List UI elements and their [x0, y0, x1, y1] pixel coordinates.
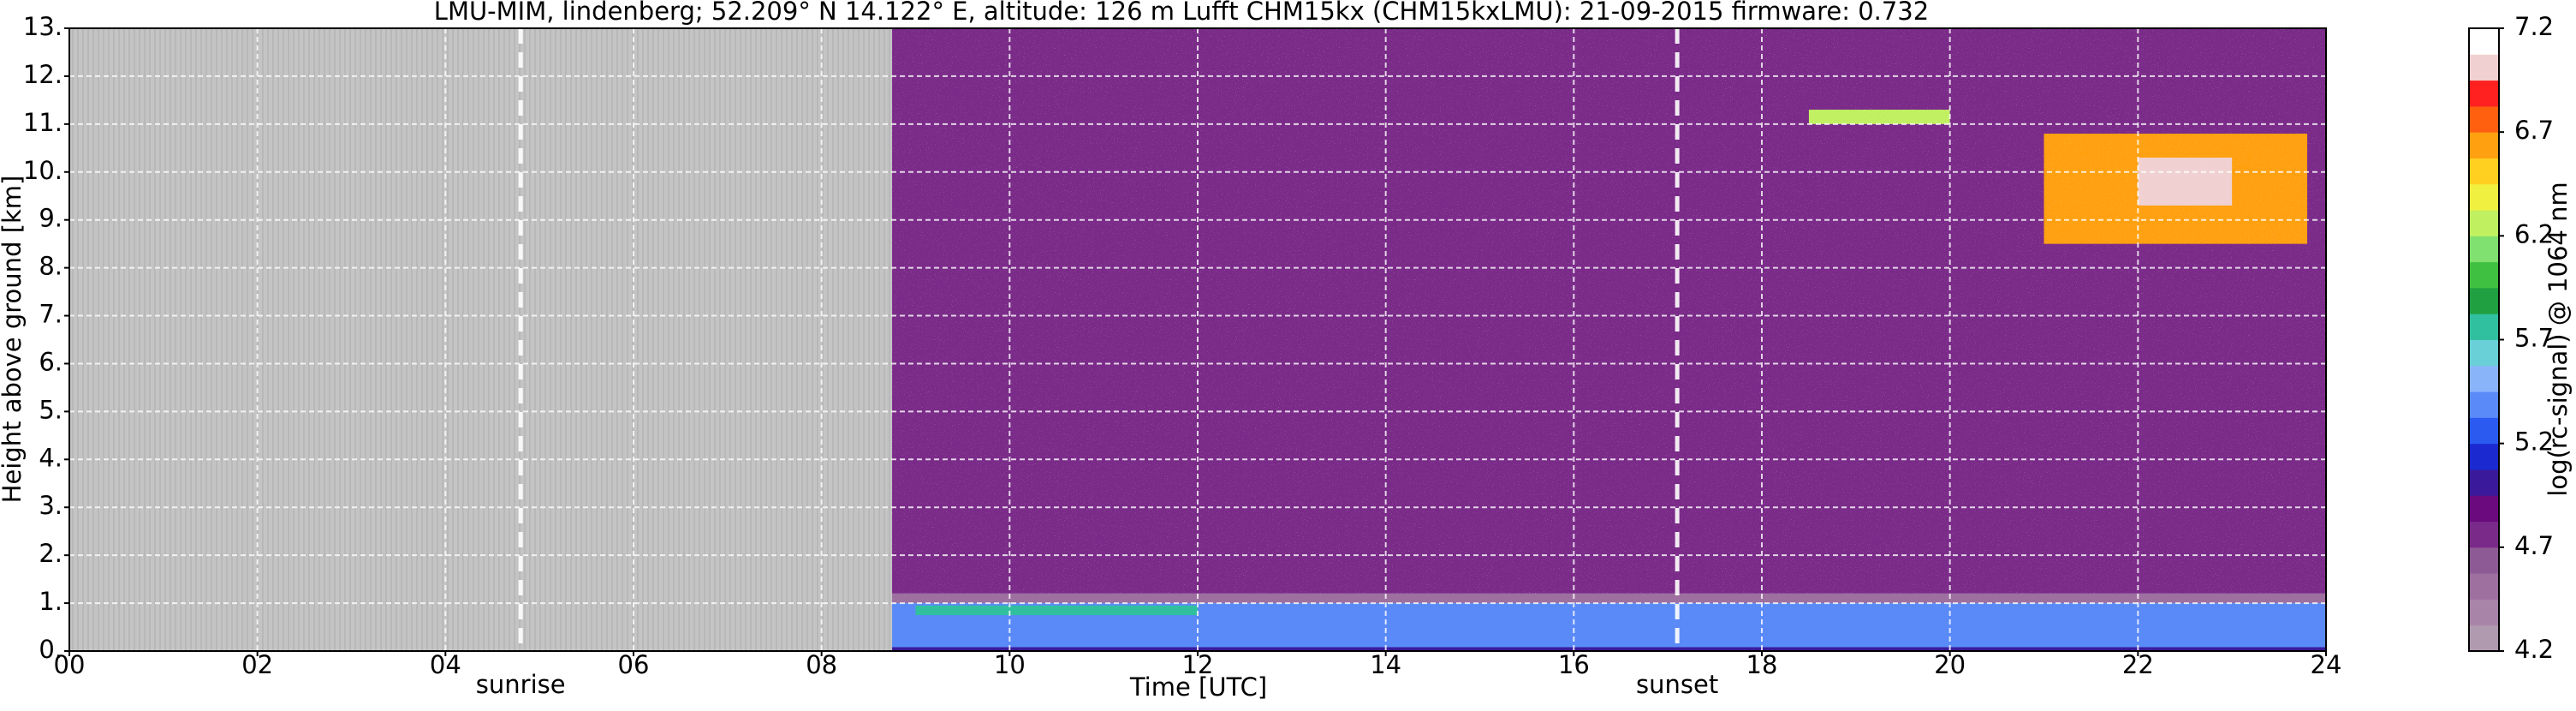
colorbar-segment: [2469, 54, 2499, 81]
colorbar-segment: [2469, 287, 2499, 314]
y-tick-label: 9.: [39, 204, 62, 233]
colorbar-segment: [2469, 105, 2499, 133]
y-tick-label: 4.: [39, 443, 62, 472]
colorbar-segment: [2469, 132, 2499, 158]
y-tick-label: 7.: [39, 300, 62, 329]
colorbar-segment: [2469, 469, 2499, 496]
y-axis-label: Height above ground [km]: [0, 176, 27, 504]
y-tick-label: 12.: [23, 60, 62, 89]
colorbar-tick-label: 4.2: [2514, 635, 2554, 664]
colorbar-segment: [2469, 547, 2499, 574]
colorbar-segment: [2469, 521, 2499, 548]
colorbar-segment: [2469, 624, 2499, 652]
y-tick-label: 10.: [23, 156, 62, 185]
y-tick-label: 1.: [39, 587, 62, 616]
colorbar-segment: [2469, 158, 2499, 185]
event-label: sunset: [1636, 670, 1718, 699]
colorbar-segment: [2469, 573, 2499, 600]
signal-region: [915, 605, 1198, 616]
x-axis-label: Time [UTC]: [1129, 672, 1267, 702]
no-data-region: [69, 28, 893, 651]
y-tick-label: 11.: [23, 108, 62, 137]
colorbar-tick-label: 6.2: [2514, 219, 2554, 248]
y-tick-label: 6.: [39, 347, 62, 376]
colorbar-tick-label: 5.7: [2514, 324, 2554, 353]
colorbar-segment: [2469, 495, 2499, 523]
y-tick-label: 0.: [39, 635, 62, 664]
y-tick-label: 13.: [23, 12, 62, 41]
y-tick-label: 2.: [39, 539, 62, 568]
colorbar-segment: [2469, 339, 2499, 367]
plot-frame: [68, 27, 2327, 652]
colorbar-segment: [2469, 314, 2499, 340]
y-tick-label: 5.: [39, 395, 62, 424]
colorbar-segment: [2469, 391, 2499, 418]
colorbar-segment: [2469, 28, 2499, 55]
colorbar-segment: [2469, 417, 2499, 445]
chart-title: LMU-MIM, lindenberg; 52.209° N 14.122° E…: [434, 0, 1929, 26]
event-label: sunrise: [476, 670, 566, 699]
colorbar-label: log(rc-signal) @ 1064 nm: [2543, 182, 2573, 496]
signal-region: [892, 593, 2326, 604]
y-tick-label: 8.: [39, 252, 62, 281]
y-tick-label: 3.: [39, 491, 62, 520]
colorbar-segment: [2469, 599, 2499, 626]
colorbar-segment: [2469, 236, 2499, 263]
colorbar-segment: [2469, 365, 2499, 392]
colorbar-segment: [2469, 183, 2499, 211]
colorbar-tick-label: 4.7: [2514, 531, 2554, 560]
signal-region: [892, 647, 2326, 651]
colorbar-tick-label: 6.7: [2514, 116, 2554, 145]
colorbar-tick-label: 5.2: [2514, 427, 2554, 457]
colorbar-tick-label: 7.2: [2514, 12, 2554, 41]
colorbar-segment: [2469, 80, 2499, 107]
colorbar-segment: [2469, 210, 2499, 236]
noise-texture: [892, 28, 2326, 594]
colorbar-segment: [2469, 443, 2499, 470]
colorbar-segment: [2469, 261, 2499, 289]
